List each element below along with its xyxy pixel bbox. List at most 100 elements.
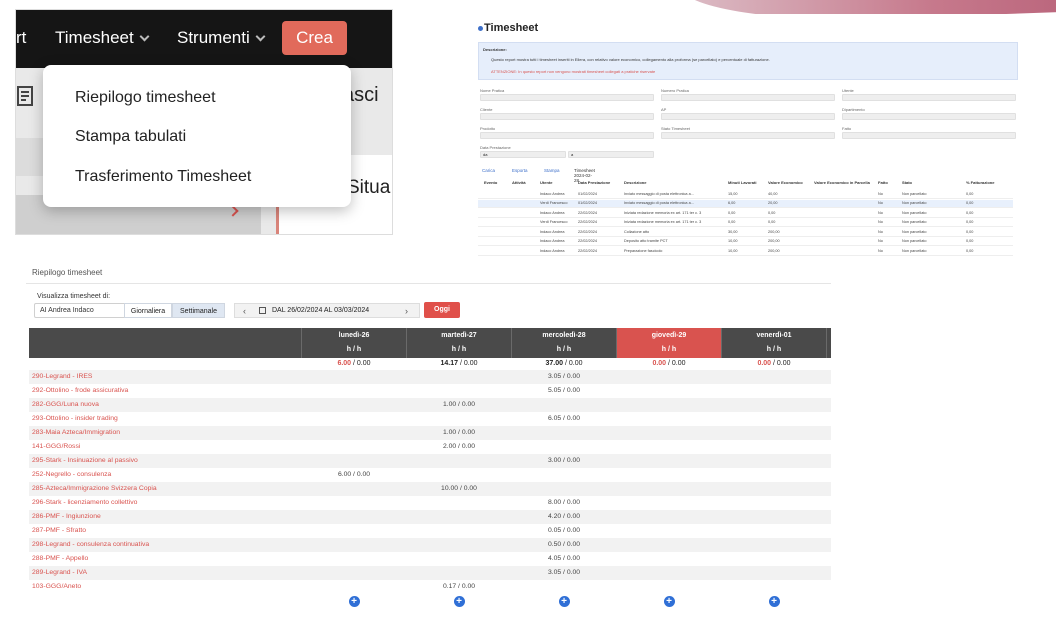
hours-cell[interactable]: 10.00 / 0.00: [441, 485, 477, 492]
next-week-icon[interactable]: ›: [405, 306, 408, 316]
nav-item-partial[interactable]: rt: [16, 28, 27, 47]
table-cell: 10,00: [728, 239, 738, 243]
date-from-field[interactable]: da: [480, 151, 566, 158]
practice-link[interactable]: 288-PMF - Appello: [32, 555, 89, 562]
col-header[interactable]: Data Prestazione: [578, 180, 611, 185]
plus-circle-icon[interactable]: +: [768, 596, 780, 607]
col-header[interactable]: Valore Economico: [768, 180, 803, 185]
mode-weekly-button[interactable]: Settimanale: [172, 303, 225, 318]
table-row[interactable]: Indaco Andrea 22/02/2024 Preparazione fasc…: [478, 247, 1013, 256]
filter-prodotto[interactable]: [480, 132, 654, 139]
hours-cell[interactable]: 4.05 / 0.00: [547, 555, 581, 562]
nav-timesheet-label: Timesheet: [55, 28, 134, 47]
hours-cell[interactable]: 2.00 / 0.00: [442, 443, 476, 450]
panel-header: Riepilogo timesheet: [26, 264, 831, 284]
col-header[interactable]: Descrizione: [624, 180, 647, 185]
practice-link[interactable]: 289-Legrand - IVA: [32, 569, 88, 576]
practice-link[interactable]: 286-PMF - Ingiunzione: [32, 513, 101, 520]
practice-link[interactable]: 296-Stark - licenziamento collettivo: [32, 499, 138, 506]
practice-link[interactable]: 141-GGG/Rossi: [32, 443, 81, 450]
filter-utente[interactable]: [842, 94, 1016, 101]
col-header[interactable]: Minuti Lavorati: [728, 180, 757, 185]
hours-cell[interactable]: 0.50 / 0.00: [547, 541, 581, 548]
filter-label: Dipartimento: [842, 107, 865, 112]
practice-link[interactable]: 252-Negrello - consulenza: [32, 471, 112, 478]
table-cell: 200,00: [768, 239, 780, 243]
practice-link[interactable]: 290-Legrand - IRES: [32, 373, 93, 380]
filter-nome-pratica[interactable]: [480, 94, 654, 101]
table-row[interactable]: Indaco Andrea 01/02/2024 Inviato messaggio…: [478, 190, 1013, 199]
unit-label: h / h: [556, 346, 572, 353]
table-cell: 01/02/2024: [578, 191, 598, 196]
hours-cell[interactable]: 3.05 / 0.00: [547, 569, 581, 576]
practice-link[interactable]: 298-Legrand - consulenza continuativa: [32, 541, 150, 548]
col-header[interactable]: % Fatturazione: [966, 180, 995, 185]
menu-item-trasferimento[interactable]: Trasferimento Timesheet: [75, 168, 252, 185]
col-header[interactable]: Utente: [540, 180, 553, 185]
table-row[interactable]: Indaco Andrea 22/02/2024 Iniziata redazion…: [478, 209, 1013, 218]
practice-link[interactable]: 287-PMF - Sfratto: [32, 527, 87, 534]
crea-button[interactable]: Crea: [282, 21, 347, 55]
table-cell: 22/02/2024: [578, 229, 598, 234]
unit-label: h / h: [451, 346, 467, 353]
col-header[interactable]: Stato: [902, 180, 912, 185]
date-to-field[interactable]: a: [568, 151, 654, 158]
hours-cell[interactable]: 0.05 / 0.00: [547, 527, 581, 534]
col-header[interactable]: Evento: [484, 180, 498, 185]
hours-cell[interactable]: 3.00 / 0.00: [547, 457, 581, 464]
col-header[interactable]: Fatto: [878, 180, 888, 185]
practice-link[interactable]: 283-Maia Azteca/Immigration: [32, 429, 121, 436]
table-cell: 22/02/2024: [578, 239, 598, 243]
hours-cell[interactable]: 5.05 / 0.00: [547, 387, 581, 394]
esporta-tab[interactable]: Esporta: [512, 168, 528, 173]
table-row: 285-Azteca/Immigrazione Svizzera Copia 10…: [29, 482, 831, 496]
filter-fatto[interactable]: [842, 132, 1016, 139]
filter-cliente[interactable]: [480, 113, 654, 120]
prev-week-icon[interactable]: ‹: [243, 306, 246, 316]
nav-item-strumenti[interactable]: Strumenti: [177, 28, 266, 48]
practice-link[interactable]: 293-Ottolino - insider trading: [32, 415, 118, 422]
col-header[interactable]: Attività: [512, 180, 526, 185]
practice-link[interactable]: 285-Azteca/Immigrazione Svizzera Copia: [32, 485, 157, 492]
menu-item-riepilogo[interactable]: Riepilogo timesheet: [75, 89, 216, 106]
filter-ap[interactable]: [661, 113, 835, 120]
nav-item-timesheet[interactable]: Timesheet: [55, 28, 150, 48]
hours-cell[interactable]: 3.05 / 0.00: [547, 373, 581, 380]
saved-view-tab[interactable]: Timesheet 2024-02-28: [574, 168, 595, 183]
stampa-tab[interactable]: Stampa: [544, 168, 560, 173]
today-button[interactable]: Oggi: [424, 302, 460, 318]
plus-circle-icon[interactable]: +: [558, 596, 570, 607]
filter-numero-pratica[interactable]: [661, 94, 835, 101]
back-icon[interactable]: [478, 26, 483, 31]
mode-daily-button[interactable]: Giornaliera: [124, 303, 172, 318]
table-cell: Deposito atto tramite PCT: [624, 239, 668, 243]
col-header[interactable]: Valore Economico in Parcella: [814, 180, 870, 185]
table-row[interactable]: Indaco Andrea 22/02/2024 Deposito atto tra…: [478, 238, 1013, 246]
table-cell: Inviato messaggio di posta elettronica a…: [624, 191, 694, 196]
table-row[interactable]: Verdi Francesco 01/02/2024 Inviato messagg…: [478, 199, 1013, 208]
column-separator: [406, 328, 407, 358]
table-cell: 40,00: [768, 191, 778, 196]
plus-circle-icon[interactable]: +: [453, 596, 465, 607]
plus-circle-icon[interactable]: +: [348, 596, 360, 607]
filter-dipartimento[interactable]: [842, 113, 1016, 120]
practice-link[interactable]: 295-Stark - Insinuazione al passivo: [32, 457, 138, 464]
hours-cell[interactable]: 8.00 / 0.00: [547, 499, 581, 506]
hours-cell[interactable]: 6.00 / 0.00: [337, 471, 371, 478]
hours-cell[interactable]: 1.00 / 0.00: [442, 429, 476, 436]
practice-link[interactable]: 282-GGG/Luna nuova: [32, 401, 99, 408]
table-row[interactable]: Verdi Francesco 22/02/2024 Iniziata redazi…: [478, 219, 1013, 227]
practice-link[interactable]: 103-GGG/Aneto: [32, 583, 82, 590]
hours-cell[interactable]: 1.00 / 0.00: [442, 401, 476, 408]
hours-cell[interactable]: 4.20 / 0.00: [547, 513, 581, 520]
menu-item-stampa-tabulati[interactable]: Stampa tabulati: [75, 128, 187, 145]
table-row[interactable]: Indaco Andrea 22/02/2024 Collazione atto 30…: [478, 228, 1013, 237]
filter-stato-timesheet[interactable]: [661, 132, 835, 139]
hours-cell[interactable]: 6.05 / 0.00: [547, 415, 581, 422]
carica-tab[interactable]: Carica: [482, 168, 496, 173]
hours-cell[interactable]: 0.17 / 0.00: [442, 583, 476, 590]
practice-link[interactable]: 292-Ottolino - frode assicurativa: [32, 387, 129, 394]
table-cell: Indaco Andrea: [540, 239, 565, 243]
table-cell: Preparazione fascicolo: [624, 248, 663, 253]
plus-circle-icon[interactable]: +: [663, 596, 675, 607]
